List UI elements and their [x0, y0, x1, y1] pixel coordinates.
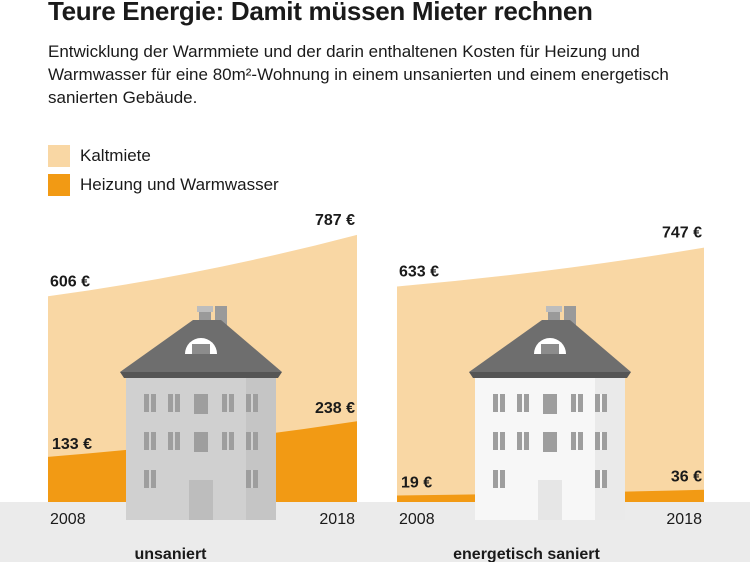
x-tick-start: 2008	[399, 511, 435, 528]
data-label-kaltmiete-end: 787 €	[315, 212, 355, 229]
ground-strip	[0, 502, 750, 562]
panel-1: 606 € 787 € 133 € 238 € 2008 2018 unsaniert	[48, 212, 357, 562]
legend-item-kaltmiete: Kaltmiete	[48, 145, 151, 167]
legend-label-heizung: Heizung und Warmwasser	[80, 175, 279, 194]
legend-item-heizung: Heizung und Warmwasser	[48, 174, 279, 196]
house-icon	[469, 306, 631, 520]
legend-label-kaltmiete: Kaltmiete	[80, 146, 151, 165]
data-label-kaltmiete-end: 747 €	[662, 225, 702, 242]
x-tick-start: 2008	[50, 511, 86, 528]
house-icon	[120, 306, 282, 520]
legend-swatch-heizung	[48, 174, 70, 196]
chart-subtitle: Entwicklung der Warmmiete und der darin …	[48, 42, 669, 107]
data-label-heizung-start: 133 €	[52, 436, 92, 453]
data-label-heizung-end: 36 €	[671, 469, 702, 486]
door	[189, 480, 213, 520]
panel-2: 633 € 747 € 19 € 36 € 2008 2018 energetisch sa…	[397, 225, 704, 562]
data-label-kaltmiete-start: 633 €	[399, 263, 439, 280]
legend-swatch-kaltmiete	[48, 145, 70, 167]
door	[538, 480, 562, 520]
chart-title: Teure Energie: Damit müssen Mieter rechn…	[48, 0, 593, 26]
data-label-kaltmiete-start: 606 €	[50, 273, 90, 290]
panel-label: unsaniert	[134, 546, 207, 562]
data-label-heizung-end: 238 €	[315, 400, 355, 417]
data-label-heizung-start: 19 €	[401, 475, 432, 492]
panel-label: energetisch saniert	[453, 546, 600, 562]
x-tick-end: 2018	[666, 511, 702, 528]
x-tick-end: 2018	[319, 511, 355, 528]
